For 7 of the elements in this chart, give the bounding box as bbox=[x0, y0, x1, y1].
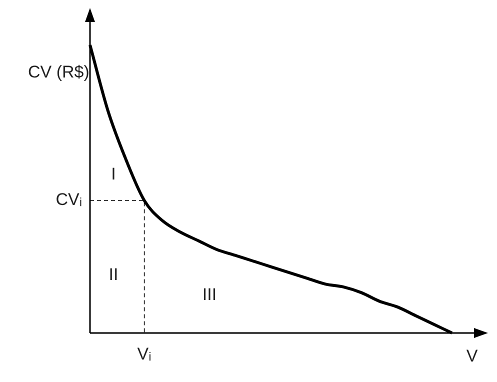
annotation: III bbox=[202, 285, 217, 304]
ref-line-label: CVᵢ bbox=[56, 190, 82, 210]
annotation: I bbox=[111, 164, 116, 184]
annotation: II bbox=[108, 265, 118, 284]
y-axis-title: CV (R$) bbox=[28, 62, 90, 82]
text: Vᵢ bbox=[137, 344, 152, 364]
x-axis-title: V bbox=[466, 346, 478, 366]
